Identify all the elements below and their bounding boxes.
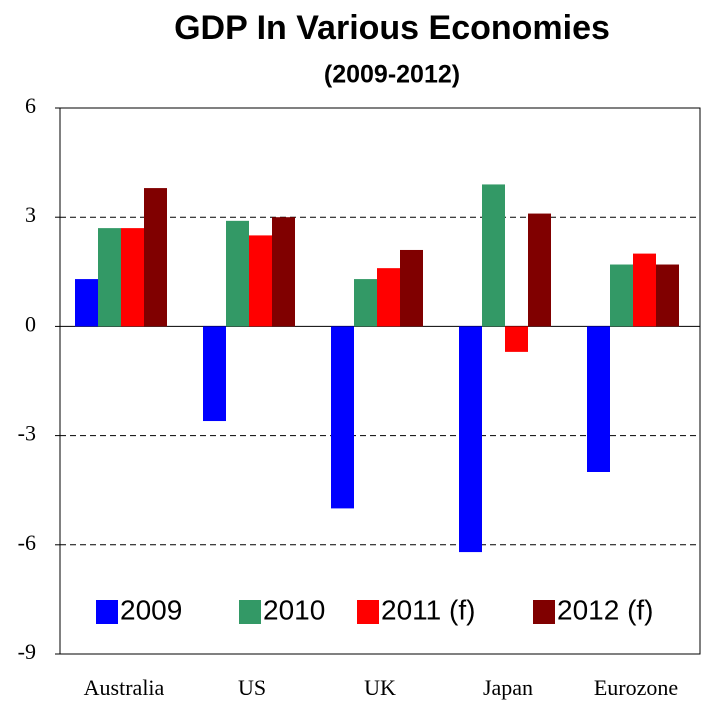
- bar: [610, 264, 633, 327]
- legend-swatch: [239, 600, 261, 624]
- bar: [249, 235, 272, 327]
- legend-swatch: [533, 600, 555, 624]
- bar: [400, 249, 423, 327]
- y-tick-label: 3: [25, 202, 36, 227]
- y-tick-label: 0: [25, 311, 36, 336]
- bar: [121, 228, 144, 327]
- y-tick-label: -9: [18, 639, 36, 664]
- x-tick-label: US: [238, 675, 266, 700]
- bar: [98, 228, 121, 327]
- bar: [587, 326, 610, 472]
- bar: [505, 326, 528, 352]
- x-tick-label: UK: [364, 675, 396, 700]
- bar: [633, 253, 656, 327]
- bar: [75, 279, 98, 327]
- legend-label: 2011 (f): [381, 594, 475, 625]
- y-tick-label: -6: [18, 530, 36, 555]
- bar: [528, 213, 551, 327]
- bar: [226, 220, 249, 327]
- x-tick-label: Japan: [483, 675, 533, 700]
- legend-swatch: [357, 600, 379, 624]
- chart-title: GDP In Various Economies: [174, 9, 610, 47]
- x-tick-label: Australia: [84, 675, 165, 700]
- bar: [377, 268, 400, 327]
- bar: [144, 188, 167, 327]
- x-tick-label: Eurozone: [594, 675, 678, 700]
- bar: [272, 217, 295, 327]
- legend-label: 2010: [263, 594, 325, 625]
- chart-subtitle: (2009-2012): [324, 61, 460, 89]
- y-tick-label: 6: [25, 93, 36, 118]
- bar: [656, 264, 679, 327]
- legend-swatch: [96, 600, 118, 624]
- bar: [459, 326, 482, 553]
- bar: [354, 279, 377, 327]
- bar: [482, 184, 505, 327]
- bar: [331, 326, 354, 509]
- bar: [203, 326, 226, 422]
- y-tick-label: -3: [18, 421, 36, 446]
- legend-label: 2009: [120, 594, 182, 625]
- legend-label: 2012 (f): [557, 594, 654, 625]
